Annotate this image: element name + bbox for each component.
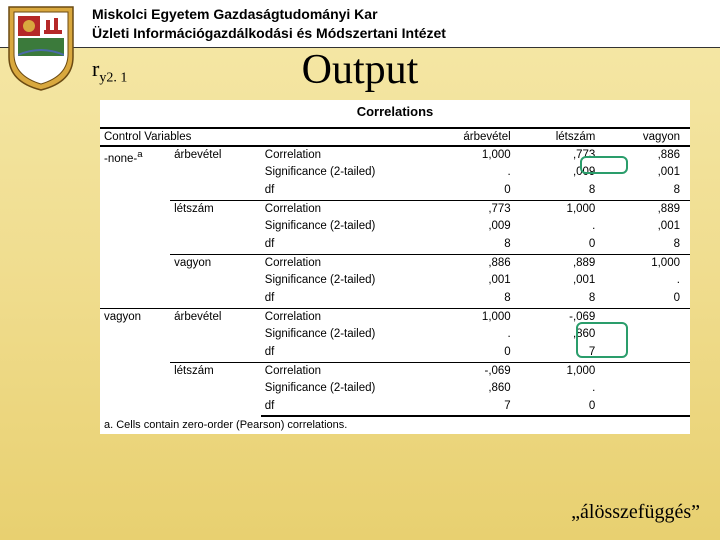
header-col-arbevetel: árbevétel (436, 128, 521, 146)
cell-value: 1,000 (521, 200, 606, 218)
cell-value: . (436, 326, 521, 344)
control-var-label: -none-a (100, 146, 170, 308)
cell-value: . (521, 380, 606, 398)
cell-value: 0 (521, 236, 606, 254)
header-col-vagyon: vagyon (605, 128, 690, 146)
cell-value: 8 (436, 236, 521, 254)
cell-value: ,886 (605, 146, 690, 164)
correlations-table: Control Variablesárbevétellétszámvagyon-… (100, 127, 690, 434)
cell-value: ,886 (436, 254, 521, 272)
stat-label: Correlation (261, 254, 436, 272)
header-line2: Üzleti Információgazdálkodási és Módszer… (92, 24, 446, 42)
cell-value: 0 (521, 398, 606, 416)
cell-value (605, 398, 690, 416)
cell-value: ,001 (436, 272, 521, 290)
cell-value: ,889 (521, 254, 606, 272)
cell-value: 8 (436, 290, 521, 308)
cell-value: 0 (605, 290, 690, 308)
cell-value: . (605, 272, 690, 290)
stat-label: Significance (2-tailed) (261, 326, 436, 344)
bottom-caption: „álösszefüggés” (571, 501, 700, 524)
cell-value (605, 344, 690, 362)
stat-label: Significance (2-tailed) (261, 218, 436, 236)
table-title: Correlations (100, 100, 690, 127)
cell-value (605, 308, 690, 326)
cell-value: ,001 (605, 164, 690, 182)
cell-value: ,009 (521, 164, 606, 182)
correlations-table-wrap: Correlations Control Variablesárbevétell… (100, 100, 690, 434)
cell-value: . (436, 164, 521, 182)
cell-value: 7 (436, 398, 521, 416)
stat-label: Correlation (261, 200, 436, 218)
cell-value: 1,000 (605, 254, 690, 272)
stat-label: Correlation (261, 308, 436, 326)
cell-value: 8 (521, 290, 606, 308)
row-var-label: árbevétel (170, 146, 261, 200)
stat-label: Correlation (261, 146, 436, 164)
cell-value: 0 (436, 344, 521, 362)
cell-value: 1,000 (521, 362, 606, 380)
header-control-vars: Control Variables (100, 128, 261, 146)
stat-label: df (261, 182, 436, 200)
stat-label: Significance (2-tailed) (261, 380, 436, 398)
cell-value (605, 380, 690, 398)
stat-label: df (261, 290, 436, 308)
cell-value: 1,000 (436, 308, 521, 326)
row-var-label: létszám (170, 200, 261, 254)
header-col-letszam: létszám (521, 128, 606, 146)
cell-value: ,860 (521, 326, 606, 344)
cell-value: ,009 (436, 218, 521, 236)
header-strip: Miskolci Egyetem Gazdaságtudományi Kar Ü… (0, 0, 720, 48)
stat-label: Significance (2-tailed) (261, 164, 436, 182)
cell-value: -,069 (436, 362, 521, 380)
cell-value: ,001 (521, 272, 606, 290)
row-var-label: létszám (170, 362, 261, 416)
cell-value (605, 326, 690, 344)
table-footnote: a. Cells contain zero-order (Pearson) co… (100, 416, 690, 434)
stat-label: Significance (2-tailed) (261, 272, 436, 290)
row-var-label: árbevétel (170, 308, 261, 362)
cell-value: 8 (605, 236, 690, 254)
cell-value: . (521, 218, 606, 236)
cell-value: 7 (521, 344, 606, 362)
header-text: Miskolci Egyetem Gazdaságtudományi Kar Ü… (92, 5, 446, 41)
cell-value: ,773 (521, 146, 606, 164)
page-title: Output (0, 46, 720, 94)
cell-value (605, 362, 690, 380)
cell-value: -,069 (521, 308, 606, 326)
stat-label: df (261, 236, 436, 254)
cell-value: 1,000 (436, 146, 521, 164)
stat-label: df (261, 344, 436, 362)
cell-value: 8 (521, 182, 606, 200)
cell-value: ,773 (436, 200, 521, 218)
header-line1: Miskolci Egyetem Gazdaságtudományi Kar (92, 5, 446, 23)
row-var-label: vagyon (170, 254, 261, 308)
cell-value: 0 (436, 182, 521, 200)
cell-value: 8 (605, 182, 690, 200)
cell-value: ,860 (436, 380, 521, 398)
control-var-label: vagyon (100, 308, 170, 416)
stat-label: df (261, 398, 436, 416)
cell-value: ,001 (605, 218, 690, 236)
stat-label: Correlation (261, 362, 436, 380)
cell-value: ,889 (605, 200, 690, 218)
